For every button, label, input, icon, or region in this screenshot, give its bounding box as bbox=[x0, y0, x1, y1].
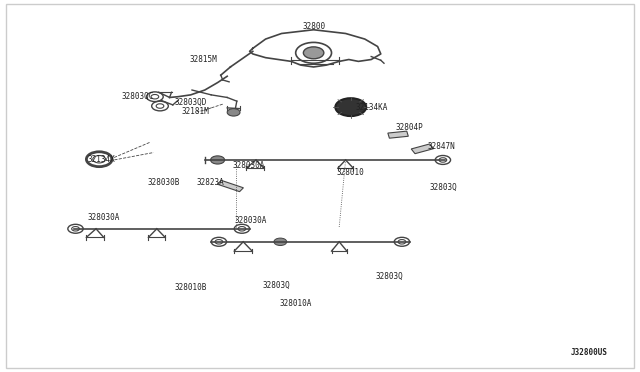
Circle shape bbox=[303, 47, 324, 59]
Text: 328010B: 328010B bbox=[175, 283, 207, 292]
Polygon shape bbox=[388, 131, 408, 138]
Circle shape bbox=[227, 109, 240, 116]
Text: 32823A: 32823A bbox=[196, 178, 224, 187]
Text: 32181M: 32181M bbox=[181, 107, 209, 116]
Polygon shape bbox=[218, 180, 243, 192]
Text: 32803QC: 32803QC bbox=[122, 92, 154, 101]
Text: 32803Q: 32803Q bbox=[429, 183, 457, 192]
Text: 32134KA: 32134KA bbox=[355, 103, 387, 112]
Text: 32803Q: 32803Q bbox=[375, 272, 403, 280]
Circle shape bbox=[274, 238, 287, 246]
Circle shape bbox=[335, 98, 366, 116]
Circle shape bbox=[211, 156, 225, 164]
Text: 32803Q: 32803Q bbox=[262, 281, 291, 290]
Text: 328030A: 328030A bbox=[232, 161, 264, 170]
Text: 32804P: 32804P bbox=[396, 123, 424, 132]
Text: 328030A: 328030A bbox=[88, 213, 120, 222]
Text: 32800: 32800 bbox=[302, 22, 325, 31]
Text: 32815M: 32815M bbox=[189, 55, 218, 64]
Text: 32134X: 32134X bbox=[87, 155, 115, 164]
FancyBboxPatch shape bbox=[6, 4, 634, 368]
Text: 328030B: 328030B bbox=[147, 178, 179, 187]
Text: 328030A: 328030A bbox=[235, 216, 267, 225]
Text: J32800US: J32800US bbox=[570, 348, 607, 357]
Text: 32847N: 32847N bbox=[428, 142, 456, 151]
Text: 32803QD: 32803QD bbox=[175, 98, 207, 107]
Text: 328010A: 328010A bbox=[280, 299, 312, 308]
Polygon shape bbox=[412, 144, 433, 154]
Text: 328010: 328010 bbox=[337, 169, 365, 177]
